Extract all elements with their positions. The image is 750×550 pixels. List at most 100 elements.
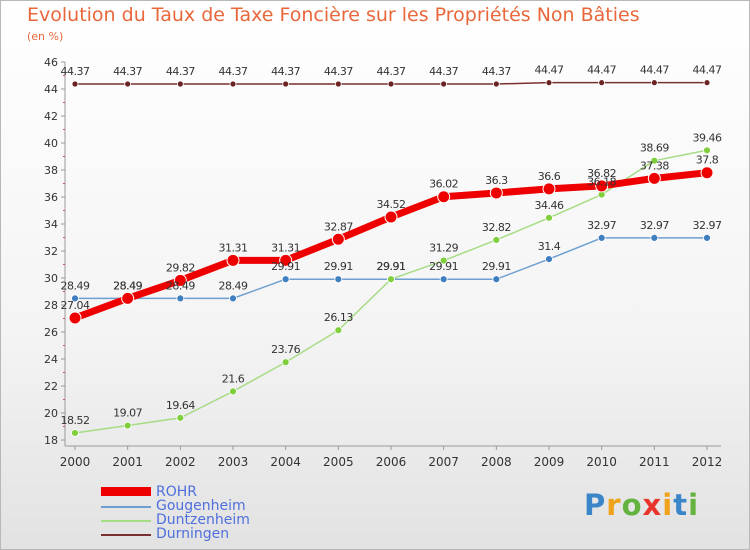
data-label-rohr: 37.38 (640, 159, 669, 172)
data-label-duntzenheim: 38.69 (640, 142, 669, 155)
data-point-durningen (492, 80, 500, 88)
data-label-duntzenheim: 19.07 (113, 407, 142, 420)
data-label-durningen: 44.37 (324, 65, 353, 78)
data-label-durningen: 44.37 (166, 65, 195, 78)
x-tick-label: 2001 (112, 455, 143, 469)
data-point-gougenheim (229, 294, 237, 303)
data-label-durningen: 44.37 (429, 65, 458, 78)
data-point-gougenheim (334, 275, 343, 284)
data-point-durningen (229, 80, 237, 88)
legend-label-duntzenheim: Duntzenheim (156, 512, 250, 528)
data-point-rohr (647, 171, 661, 185)
legend-item-gougenheim[interactable]: Gougenheim (101, 498, 301, 515)
data-point-gougenheim (176, 294, 185, 303)
legend-swatch-duntzenheim (101, 520, 151, 522)
data-label-rohr: 32.87 (324, 220, 353, 233)
data-point-rohr (121, 291, 135, 305)
data-label-gougenheim: 31.4 (538, 240, 561, 253)
data-label-gougenheim: 28.49 (61, 279, 90, 292)
data-point-durningen (598, 79, 606, 87)
x-tick-label: 2007 (428, 455, 459, 469)
data-point-duntzenheim (334, 326, 343, 335)
data-label-duntzenheim: 29.91 (377, 260, 406, 273)
data-point-rohr (700, 166, 714, 180)
data-label-duntzenheim: 36.18 (587, 176, 616, 189)
series-line-rohr (71, 169, 711, 322)
data-label-rohr: 36.3 (485, 174, 508, 187)
data-point-rohr (542, 182, 556, 196)
data-label-rohr: 36.02 (429, 178, 458, 191)
legend-label-gougenheim: Gougenheim (156, 498, 246, 514)
data-point-gougenheim (597, 234, 606, 242)
x-tick-label: 2010 (586, 455, 617, 469)
y-tick-label: 30 (44, 272, 58, 285)
y-tick-label: 46 (44, 56, 58, 69)
data-label-duntzenheim: 39.46 (693, 131, 722, 144)
data-label-gougenheim: 29.91 (482, 260, 511, 273)
data-label-duntzenheim: 23.76 (271, 343, 300, 356)
data-label-rohr: 28.49 (113, 279, 142, 292)
data-point-duntzenheim (229, 387, 237, 396)
legend-swatch-gougenheim (101, 506, 151, 508)
y-tick-label: 20 (44, 407, 58, 420)
data-point-durningen (440, 80, 448, 88)
data-label-durningen: 44.37 (113, 65, 142, 78)
data-label-duntzenheim: 31.29 (429, 242, 458, 255)
y-tick-label: 32 (44, 245, 58, 258)
x-tick-label: 2008 (481, 455, 512, 469)
data-point-duntzenheim (281, 358, 290, 367)
data-label-gougenheim: 29.91 (324, 260, 353, 273)
data-label-durningen: 44.37 (377, 65, 406, 78)
y-tick-label: 36 (44, 191, 58, 204)
proxiti-logo: Proxiti (584, 488, 700, 522)
data-label-duntzenheim: 26.13 (324, 311, 353, 324)
data-point-duntzenheim (703, 146, 711, 155)
data-label-duntzenheim: 32.82 (482, 221, 511, 234)
data-label-gougenheim: 32.97 (587, 219, 616, 232)
data-label-gougenheim: 29.91 (271, 260, 300, 273)
y-tick-label: 24 (44, 353, 58, 366)
x-tick-label: 2003 (218, 455, 249, 469)
data-point-durningen (71, 80, 79, 88)
data-point-duntzenheim (176, 413, 185, 422)
data-label-durningen: 44.47 (640, 64, 669, 77)
data-label-durningen: 44.37 (482, 65, 511, 78)
legend-swatch-durningen (101, 534, 151, 536)
data-label-rohr: 31.31 (271, 241, 300, 254)
data-label-gougenheim: 29.91 (377, 260, 406, 273)
chart-legend: ROHR Gougenheim Duntzenheim Durningen (101, 484, 301, 543)
data-label-durningen: 44.47 (587, 64, 616, 77)
data-label-rohr: 36.6 (538, 170, 561, 183)
x-tick-label: 2012 (692, 455, 723, 469)
y-tick-label: 38 (44, 164, 58, 177)
data-point-gougenheim (71, 294, 79, 303)
y-axis-unit: (en %) (27, 30, 64, 43)
data-point-duntzenheim (545, 213, 553, 222)
data-point-gougenheim (703, 234, 711, 242)
data-point-gougenheim (650, 234, 659, 242)
data-point-gougenheim (545, 255, 553, 264)
data-point-durningen (545, 79, 553, 87)
legend-item-durningen[interactable]: Durningen (101, 526, 301, 543)
data-point-rohr (331, 232, 345, 246)
data-point-duntzenheim (387, 275, 395, 284)
data-label-durningen: 44.47 (693, 64, 722, 77)
data-label-gougenheim: 32.97 (640, 219, 669, 232)
data-label-gougenheim: 29.91 (429, 260, 458, 273)
legend-item-duntzenheim[interactable]: Duntzenheim (101, 512, 301, 529)
y-tick-label: 18 (44, 434, 58, 447)
data-label-gougenheim: 28.49 (219, 279, 248, 292)
data-label-duntzenheim: 18.52 (61, 414, 90, 427)
data-label-duntzenheim: 34.46 (535, 199, 564, 212)
data-point-durningen (387, 80, 395, 88)
y-tick-label: 44 (44, 83, 58, 96)
data-point-gougenheim (281, 275, 290, 284)
data-point-durningen (124, 80, 132, 88)
data-point-duntzenheim (492, 236, 501, 244)
data-label-rohr: 31.31 (219, 241, 248, 254)
x-tick-label: 2002 (165, 455, 196, 469)
y-tick-label: 42 (44, 110, 58, 123)
data-point-durningen (650, 79, 658, 87)
legend-item-rohr[interactable]: ROHR (101, 484, 301, 501)
